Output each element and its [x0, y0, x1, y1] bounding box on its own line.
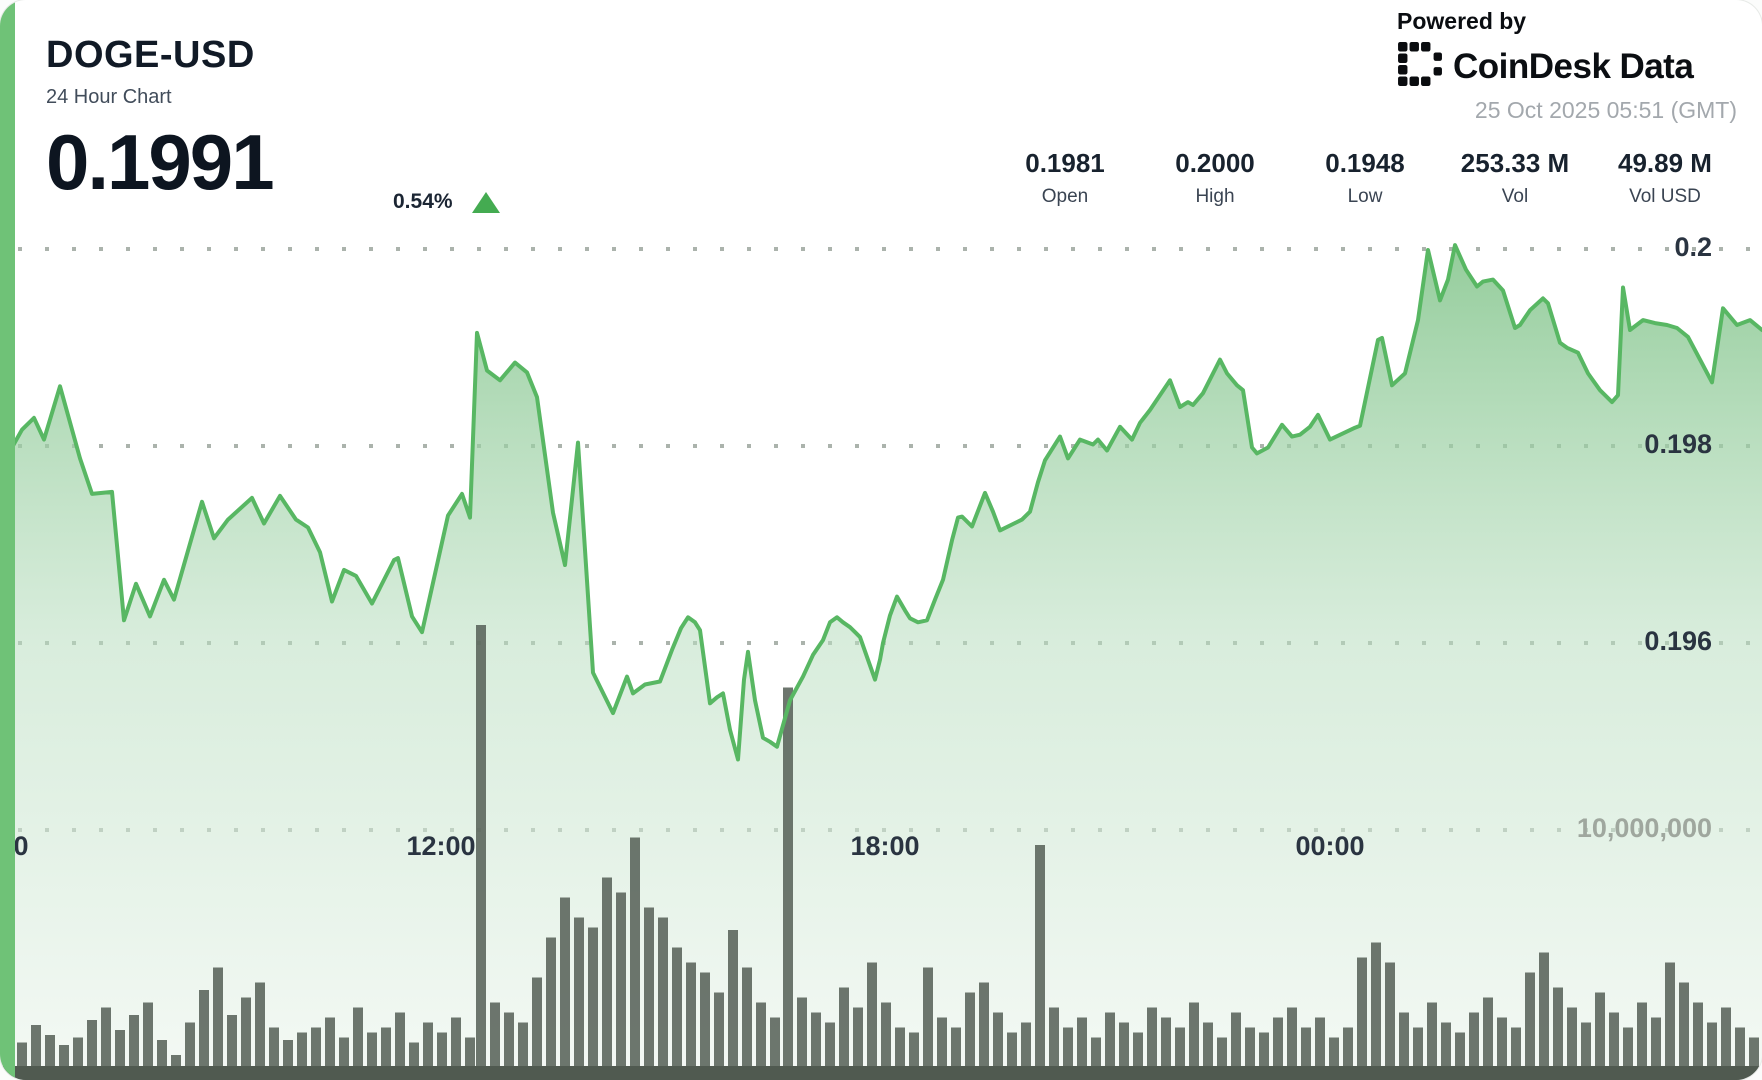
stat-value: 253.33 M — [1460, 148, 1570, 178]
price-axis-label-0.2: 0.2 — [1674, 232, 1712, 262]
stat-value: 0.2000 — [1175, 148, 1255, 178]
stat-vol-usd: 49.89 M Vol USD — [1575, 148, 1755, 208]
stat-value: 0.1948 — [1325, 148, 1405, 178]
stat-label: Low — [1347, 186, 1383, 207]
volume-axis-label: 10,000,000 — [1576, 813, 1712, 843]
time-axis-label-1800: 18:00 — [850, 831, 920, 861]
stat-label: High — [1195, 186, 1235, 207]
stat-label: Vol — [1501, 186, 1529, 207]
change-percent: 0.54% — [393, 190, 453, 213]
timestamp: 25 Oct 2025 05:51 (GMT) — [1474, 97, 1737, 123]
price-axis-label-0.196: 0.196 — [1644, 626, 1712, 656]
page-title: DOGE-USD — [46, 34, 255, 76]
time-axis-label-1200: 12:00 — [406, 831, 476, 861]
stat-value: 0.1981 — [1025, 148, 1105, 178]
stat-label: Vol USD — [1629, 186, 1701, 207]
stat-vol: 253.33 M Vol — [1425, 148, 1605, 208]
coindesk-logo-text: CoinDesk Data — [1453, 46, 1694, 86]
stat-value: 49.89 M — [1618, 148, 1712, 178]
header: DOGE-USD 24 Hour Chart 0.1991 — [46, 34, 275, 206]
stat-low: 0.1948 Low — [1275, 148, 1455, 208]
left-accent-bar — [0, 0, 15, 1080]
stats-row: 0.1981 Open 0.2000 High 0.1948 Low 253.33 M Vol… — [0, 148, 1762, 218]
coindesk-logo-icon — [1397, 41, 1443, 92]
chart-subtitle: 24 Hour Chart — [46, 86, 172, 108]
current-price: 0.1991 — [46, 118, 275, 206]
up-triangle-icon — [472, 192, 500, 213]
powered-by-block: Powered by CoinDesk Data 25 Oct 2025 05:5… — [1397, 8, 1737, 124]
powered-by-label: Powered by — [1397, 8, 1527, 34]
stat-label: Open — [1041, 186, 1089, 207]
time-axis-label-0: 0 — [13, 831, 29, 861]
stat-high: 0.2000 High — [1125, 148, 1305, 208]
stat-open: 0.1981 Open — [975, 148, 1155, 208]
time-axis-label-0000: 00:00 — [1295, 831, 1365, 861]
price-axis-label-0.198: 0.198 — [1644, 429, 1712, 459]
